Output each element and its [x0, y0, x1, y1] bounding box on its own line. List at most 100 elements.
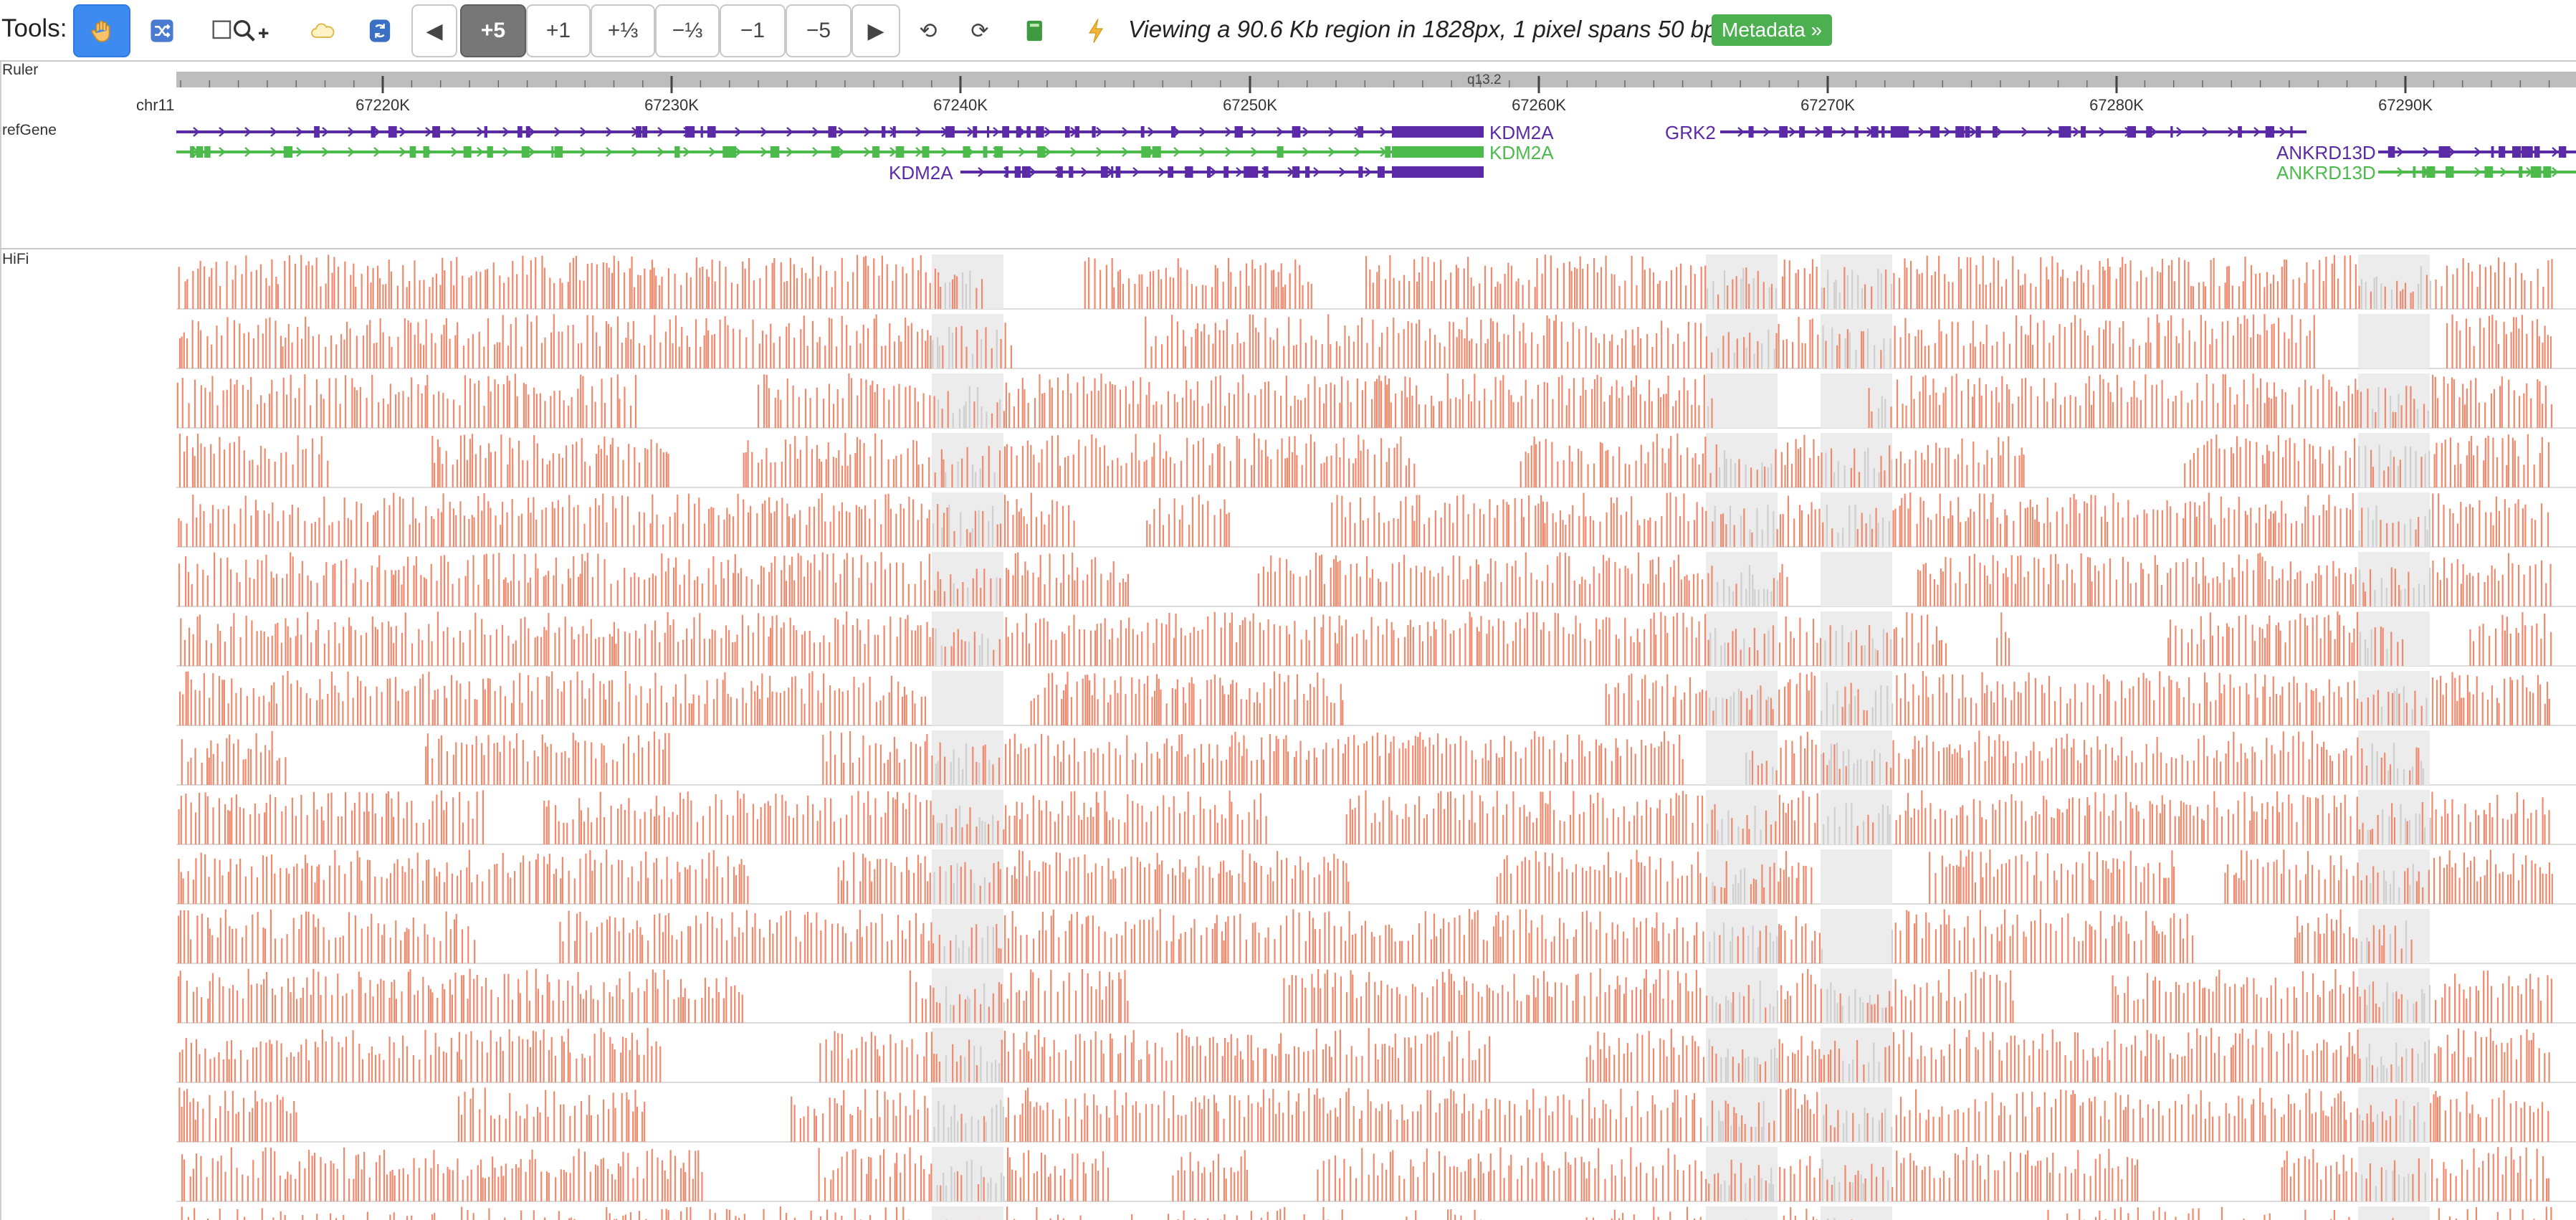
read-mark	[2471, 507, 2474, 547]
undo-button[interactable]: ⟲	[919, 19, 938, 43]
read-mark	[1299, 740, 1302, 785]
shuffle-tool-button[interactable]	[133, 4, 191, 57]
gene-exon	[1901, 126, 1909, 138]
read-mark	[803, 576, 806, 606]
read-mark	[1874, 649, 1876, 666]
ruler-track[interactable]: q13.2 chr11 67220K 67230K 67240K 67250K …	[0, 65, 2576, 119]
zoom-in-third-button[interactable]: +⅓	[591, 4, 655, 57]
strand-chevron	[1122, 147, 1129, 157]
read-mark	[1715, 697, 1717, 725]
read-mark	[255, 733, 257, 785]
gene-ankrd13d-green[interactable]: ANKRD13D	[2276, 162, 2576, 184]
sync-tool-button[interactable]	[351, 4, 409, 57]
strand-chevron	[1070, 127, 1077, 137]
read-mark	[1734, 463, 1736, 487]
zoom-out-1-button[interactable]: −1	[720, 4, 786, 57]
read-mark	[2462, 563, 2464, 606]
read-mark	[210, 444, 212, 487]
zoom-out-5-button[interactable]: −5	[786, 4, 851, 57]
read-mark	[2452, 274, 2454, 309]
gene-ankrd13d-purple[interactable]: ANKRD13D	[2276, 142, 2576, 163]
read-mark	[1544, 523, 1546, 547]
read-mark	[611, 680, 614, 725]
read-mark	[2305, 682, 2307, 725]
read-mark	[1013, 733, 1016, 785]
read-mark	[277, 284, 279, 309]
cloud-tool-button[interactable]	[294, 4, 351, 57]
read-mark	[1028, 643, 1030, 666]
read-mark	[2063, 748, 2065, 785]
read-mark	[662, 749, 664, 785]
read-mark	[2021, 447, 2023, 487]
redo-button[interactable]: ⟳	[970, 19, 989, 43]
read-mark	[2473, 641, 2475, 666]
read-mark	[904, 759, 906, 785]
read-mark	[677, 494, 679, 547]
gene-kdm2a-green[interactable]: KDM2A	[176, 142, 1554, 163]
read-mark	[722, 578, 725, 606]
nav-left-button[interactable]: ◀	[411, 4, 457, 57]
read-mark	[1180, 733, 1183, 785]
book-tool-button[interactable]	[1009, 4, 1061, 57]
read-mark	[980, 588, 982, 606]
read-mark	[920, 561, 922, 606]
read-mark	[1266, 456, 1269, 487]
book-icon	[1026, 20, 1042, 42]
read-mark	[2468, 326, 2471, 368]
pan-tool-button[interactable]	[73, 4, 130, 57]
nav-right-button[interactable]: ▶	[851, 4, 900, 57]
read-mark	[856, 330, 858, 368]
read-mark	[415, 556, 417, 606]
read-mark	[553, 507, 555, 547]
read-mark	[215, 262, 217, 309]
read-mark	[304, 520, 306, 547]
refgene-track[interactable]: KDM2A KDM2A KDM2A GRK2 ANKRD13D ANKRD13D	[0, 119, 2576, 188]
read-mark	[1277, 328, 1279, 368]
read-mark	[858, 506, 860, 547]
read-mark	[1590, 332, 1593, 368]
metadata-button[interactable]: Metadata »	[1712, 14, 1833, 46]
read-mark	[771, 691, 773, 725]
read-mark	[232, 743, 235, 785]
region-zoom-tool-button[interactable]	[206, 4, 275, 57]
read-mark	[2197, 447, 2199, 487]
read-mark	[2451, 377, 2453, 428]
read-mark	[365, 632, 368, 666]
strand-chevron	[838, 127, 845, 137]
read-mark	[254, 803, 256, 844]
read-mark	[955, 327, 958, 368]
read-mark	[183, 452, 186, 487]
gene-grk2[interactable]: GRK2	[1665, 122, 2307, 143]
zoom-in-1-button[interactable]: +1	[526, 4, 591, 57]
lightning-tool-button[interactable]	[1071, 4, 1121, 57]
gene-kdm2a-purple[interactable]: KDM2A	[176, 122, 1554, 143]
zoom-out-third-button[interactable]: −⅓	[655, 4, 720, 57]
read-mark	[1871, 707, 1874, 725]
read-mark	[2189, 501, 2191, 547]
read-mark	[1150, 753, 1153, 785]
read-mark	[2107, 258, 2109, 309]
read-mark	[838, 450, 840, 487]
read-mark	[471, 434, 474, 487]
read-mark	[1249, 621, 1251, 666]
read-mark	[268, 394, 271, 428]
read-mark	[1782, 340, 1785, 368]
read-mark	[2272, 513, 2275, 547]
read-mark	[1510, 265, 1512, 309]
read-mark	[971, 528, 973, 547]
read-mark	[2186, 558, 2188, 606]
read-mark	[387, 404, 389, 428]
read-mark	[698, 497, 700, 547]
gene-exon	[2413, 166, 2416, 178]
read-mark	[1797, 449, 1800, 487]
gene-kdm2a-short[interactable]: KDM2A	[889, 162, 1484, 184]
read-mark	[794, 676, 796, 725]
read-mark	[1676, 333, 1679, 368]
read-mark	[2339, 406, 2341, 428]
read-mark	[2435, 280, 2437, 309]
read-mark	[1433, 406, 1435, 428]
zoom-in-5-button[interactable]: +5	[460, 4, 526, 57]
hifi-reads-track[interactable]	[0, 252, 2576, 1220]
read-mark	[2086, 754, 2088, 785]
read-mark	[926, 518, 928, 547]
